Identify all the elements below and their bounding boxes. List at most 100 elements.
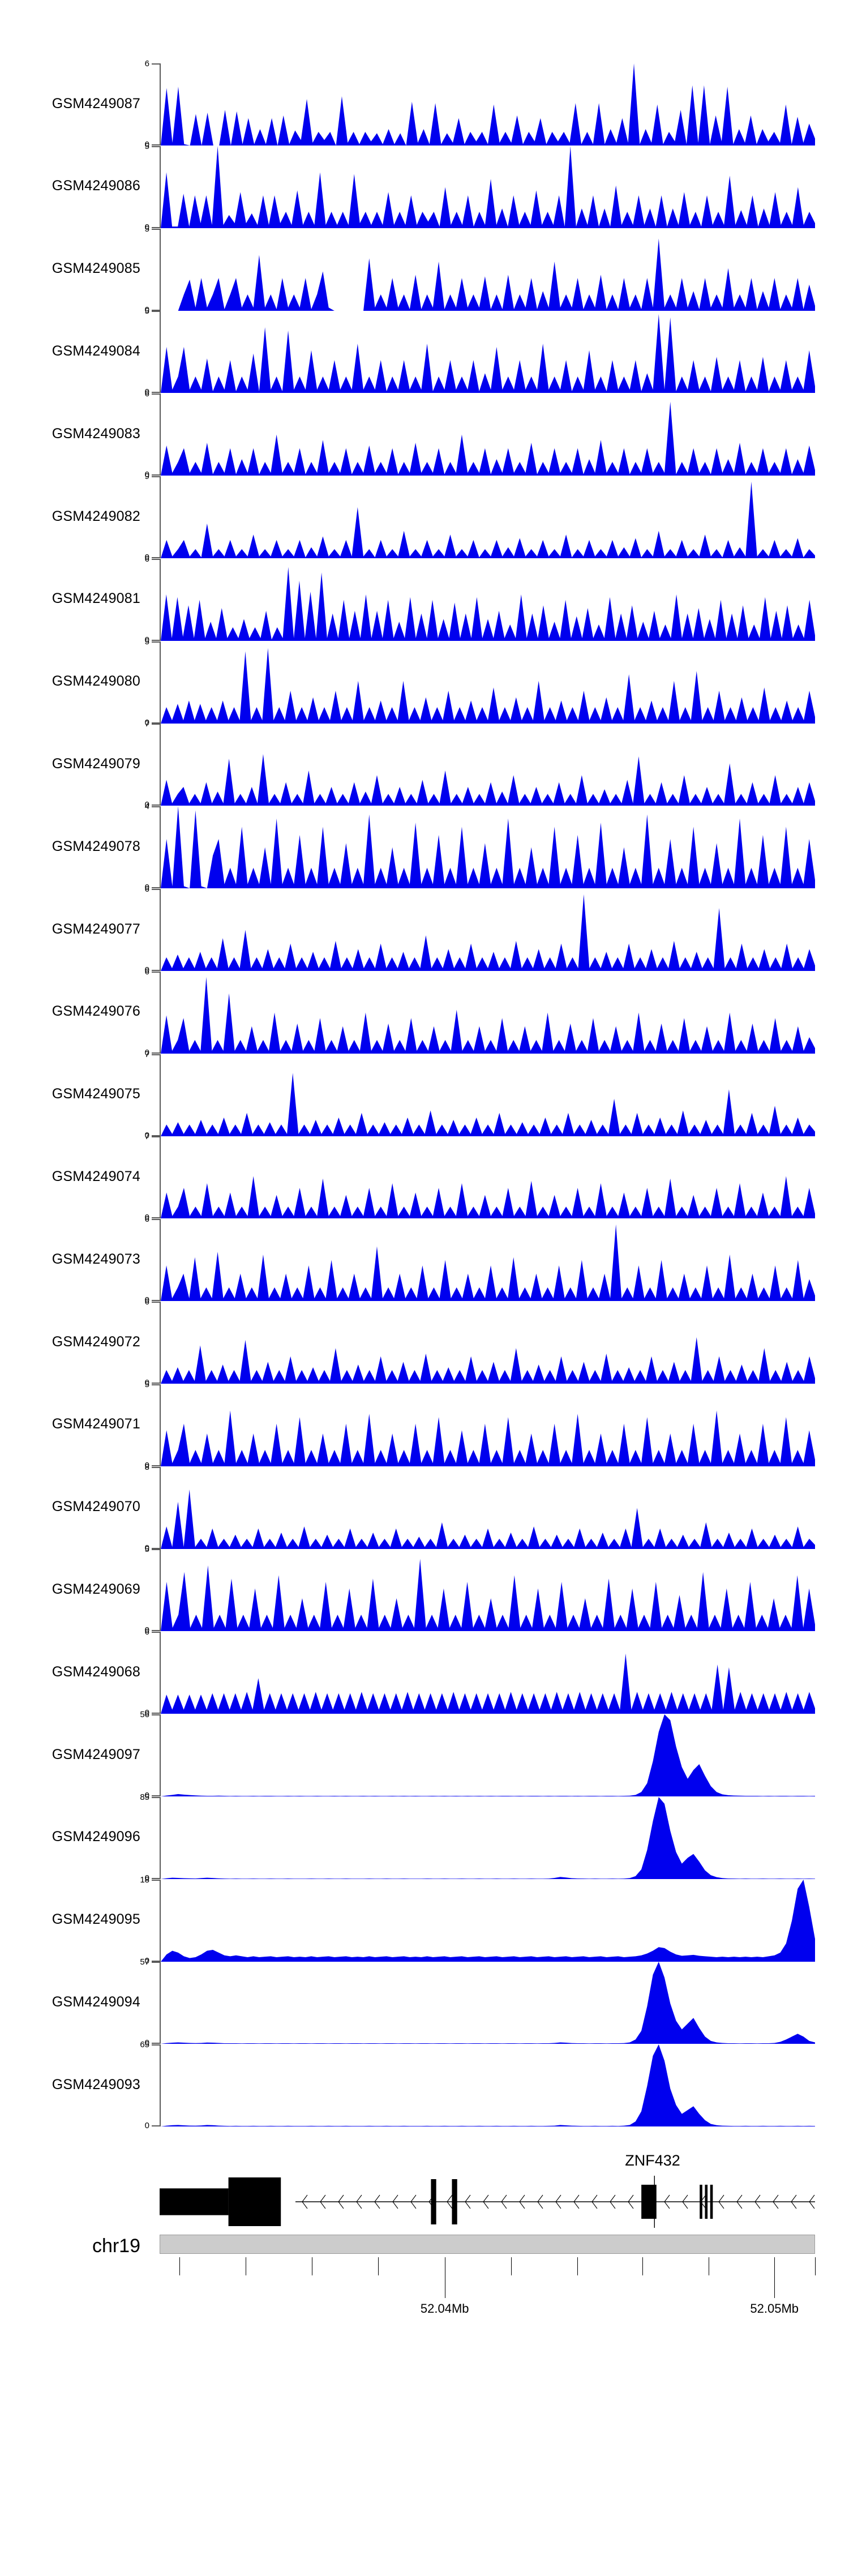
track-label-GSM4249078: GSM4249078 — [52, 838, 140, 854]
track-label-GSM4249086: GSM4249086 — [52, 178, 140, 194]
y-axis-min-label: 0 — [144, 635, 149, 645]
y-axis-line — [160, 806, 161, 889]
coverage-area — [161, 1559, 815, 1632]
coverage-track-GSM4249078[interactable]: GSM4249078 4 0 — [0, 802, 849, 892]
y-axis-tick-max — [152, 971, 161, 973]
y-axis-max-label: 5 — [144, 636, 149, 647]
y-axis-min-label: 0 — [144, 1130, 149, 1140]
y-axis-max-label: 5 — [144, 306, 149, 316]
y-axis-tick-min — [152, 722, 161, 724]
y-axis-tick-min — [152, 2125, 161, 2127]
coverage-track-GSM4249074[interactable]: GSM4249074 7 0 — [0, 1132, 849, 1222]
coverage-track-GSM4249071[interactable]: GSM4249071 5 0 — [0, 1380, 849, 1470]
y-axis-line — [160, 146, 161, 228]
y-axis-min-label: 0 — [144, 883, 149, 893]
y-axis-tick-max — [152, 889, 161, 890]
y-axis-max-label: 18 — [140, 1875, 149, 1885]
y-axis-tick-max — [152, 1714, 161, 1715]
y-axis-min-label: 0 — [144, 1543, 149, 1553]
y-axis-line — [160, 889, 161, 971]
track-label-GSM4249082: GSM4249082 — [52, 508, 140, 524]
y-axis-tick-min — [152, 1135, 161, 1136]
y-axis-max-label: 57 — [140, 1957, 149, 1967]
y-axis-min-label: 0 — [144, 1873, 149, 1883]
coverage-area — [161, 1879, 815, 1962]
track-label-GSM4249076: GSM4249076 — [52, 1003, 140, 1020]
track-plot-area: 56 0 — [140, 1710, 815, 1800]
y-axis-tick-min — [152, 1383, 161, 1384]
coverage-track-GSM4249083[interactable]: GSM4249083 6 0 — [0, 390, 849, 479]
coverage-track-GSM4249080[interactable]: GSM4249080 5 0 — [0, 637, 849, 727]
coverage-track-GSM4249097[interactable]: GSM4249097 56 0 — [0, 1710, 849, 1800]
coverage-area — [161, 1224, 815, 1302]
coverage-area — [161, 63, 815, 146]
coverage-area — [161, 238, 815, 311]
coverage-area — [161, 806, 815, 889]
y-axis-max-label: 65 — [140, 2040, 149, 2050]
y-axis-min-label: 0 — [144, 1791, 149, 1800]
y-axis-line — [160, 1549, 161, 1632]
coverage-area — [161, 1653, 815, 1714]
y-axis-min-label: 0 — [144, 2038, 149, 2048]
coverage-track-GSM4249085[interactable]: GSM4249085 5 0 — [0, 225, 849, 314]
y-axis-tick-max — [152, 1219, 161, 1221]
y-axis-tick-max — [152, 228, 161, 230]
coverage-track-GSM4249087[interactable]: GSM4249087 6 0 — [0, 59, 849, 149]
y-axis-max-label: 6 — [144, 59, 149, 69]
y-axis-min-label: 0 — [144, 1625, 149, 1636]
y-axis-line — [160, 1384, 161, 1466]
coverage-track-GSM4249070[interactable]: GSM4249070 8 0 — [0, 1463, 849, 1552]
y-axis-max-label: 7 — [144, 1049, 149, 1059]
coverage-area — [161, 481, 815, 558]
y-axis-tick-min — [152, 1960, 161, 1962]
coverage-track-GSM4249084[interactable]: GSM4249084 5 0 — [0, 307, 849, 396]
coverage-track-GSM4249079[interactable]: GSM4249079 7 0 — [0, 720, 849, 809]
coverage-track-GSM4249073[interactable]: GSM4249073 6 0 — [0, 1215, 849, 1304]
track-label-GSM4249079: GSM4249079 — [52, 755, 140, 772]
coverage-track-GSM4249077[interactable]: GSM4249077 6 0 — [0, 885, 849, 974]
ruler-tick — [378, 2257, 379, 2275]
y-axis-max-label: 6 — [144, 389, 149, 399]
track-label-GSM4249068: GSM4249068 — [52, 1663, 140, 1680]
coverage-track-GSM4249096[interactable]: GSM4249096 85 0 — [0, 1793, 849, 1883]
coverage-track-GSM4249076[interactable]: GSM4249076 6 0 — [0, 968, 849, 1057]
gene-annotation-track[interactable]: ZNF432 — [0, 2150, 849, 2228]
y-axis-max-label: 5 — [144, 224, 149, 234]
y-axis-tick-max — [152, 1054, 161, 1055]
track-label-GSM4249069: GSM4249069 — [52, 1581, 140, 1597]
coverage-track-GSM4249095[interactable]: GSM4249095 18 0 — [0, 1876, 849, 1965]
y-axis-line — [160, 1054, 161, 1136]
y-axis-tick-max — [152, 146, 161, 147]
coverage-track-GSM4249072[interactable]: GSM4249072 6 0 — [0, 1298, 849, 1387]
y-axis-tick-max — [152, 476, 161, 477]
track-plot-area: 57 0 — [140, 1958, 815, 2047]
coverage-track-GSM4249068[interactable]: GSM4249068 6 0 — [0, 1628, 849, 1717]
coverage-area — [161, 1072, 815, 1136]
chromosome-label: chr19 — [92, 2235, 140, 2257]
ideogram-bar[interactable] — [160, 2235, 815, 2254]
y-axis-max-label: 85 — [140, 1792, 149, 1802]
coverage-track-GSM4249081[interactable]: GSM4249081 6 0 — [0, 555, 849, 645]
y-axis-line — [160, 1632, 161, 1714]
y-axis-tick-max — [152, 724, 161, 725]
coverage-track-GSM4249086[interactable]: GSM4249086 5 0 — [0, 142, 849, 232]
coverage-track-GSM4249093[interactable]: GSM4249093 65 0 — [0, 2040, 849, 2130]
y-axis-max-label: 5 — [144, 1379, 149, 1389]
chromosome-ideogram-track[interactable]: chr19 — [0, 2235, 849, 2257]
coverage-area — [161, 567, 815, 641]
coverage-track-GSM4249094[interactable]: GSM4249094 57 0 — [0, 1958, 849, 2047]
coverage-track-GSM4249069[interactable]: GSM4249069 5 0 — [0, 1545, 849, 1634]
y-axis-max-label: 6 — [144, 1627, 149, 1637]
y-axis-line — [160, 1302, 161, 1384]
y-axis-line — [160, 1879, 161, 1962]
coverage-track-GSM4249082[interactable]: GSM4249082 9 0 — [0, 472, 849, 562]
coverage-track-GSM4249075[interactable]: GSM4249075 7 0 — [0, 1050, 849, 1140]
y-axis-line — [160, 724, 161, 806]
track-label-GSM4249077: GSM4249077 — [52, 921, 140, 937]
